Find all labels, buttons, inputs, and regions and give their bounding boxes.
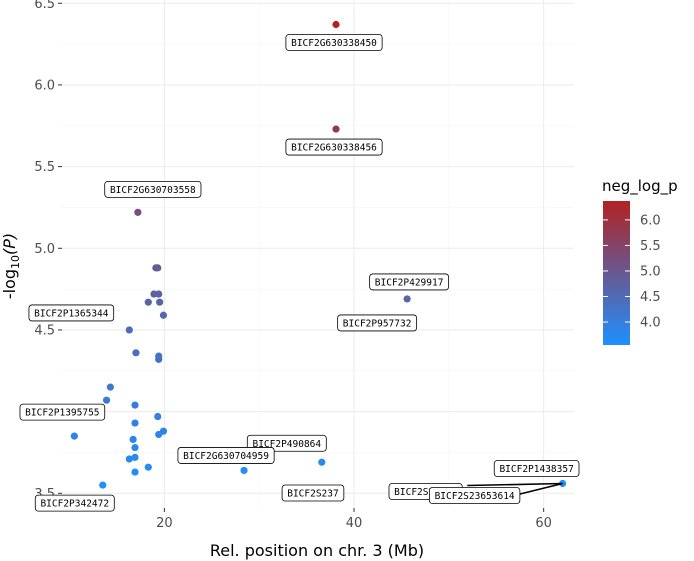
data-point <box>159 311 168 319</box>
label-text: BICF2P1395755 <box>25 408 99 419</box>
data-point <box>155 430 163 439</box>
point-labels: BICF2G630338450 BICF2G630338456 BICF2G6307… <box>19 34 580 512</box>
legend-tick-label: 4.0 <box>640 316 661 331</box>
label-box <box>104 180 202 198</box>
y-tick-label: 6.0 <box>34 78 55 93</box>
y-axis-title: -log10(P) <box>0 233 22 299</box>
y-tick-label: 5.0 <box>34 242 55 257</box>
data-point <box>134 208 142 216</box>
y-axis-title-sub: 10 <box>9 255 22 269</box>
data-point <box>144 298 152 306</box>
data-point <box>144 463 152 471</box>
label-box <box>337 314 418 332</box>
data-point <box>99 481 107 489</box>
data-point <box>125 455 133 463</box>
y-axis-title-suffix: (P) <box>0 233 19 255</box>
x-tick-label: 60 <box>535 516 552 531</box>
x-tick-label: 20 <box>156 516 173 531</box>
data-point <box>131 453 139 461</box>
y-tick-label: 5.5 <box>34 160 55 175</box>
data-point <box>318 458 326 466</box>
legend-title: neg_log_p <box>602 177 678 196</box>
label-text: BICF2P429917 <box>375 277 444 288</box>
label-box <box>369 273 450 291</box>
point-label: BICF2P1395755 <box>19 403 106 421</box>
y-tick-label: 6.5 <box>34 0 55 12</box>
data-point <box>70 432 78 440</box>
label-text: BICF2P1438357 <box>499 464 573 475</box>
x-axis-title: Rel. position on chr. 3 (Mb) <box>210 541 424 560</box>
label-text: BICF2P1365344 <box>34 308 109 319</box>
label-box <box>428 487 521 504</box>
data-point <box>240 466 248 475</box>
label-text: BICF2G630704959 <box>183 451 269 462</box>
label-box <box>281 484 345 502</box>
label-text: BICF2S23653614 <box>435 491 515 502</box>
label-text: BICF2G630338450 <box>291 38 377 49</box>
x-axis: 20 40 60 <box>156 508 552 531</box>
label-box <box>285 34 383 51</box>
data-point <box>155 355 163 363</box>
point-label: BICF2P1365344 <box>28 304 115 322</box>
data-point <box>131 443 139 452</box>
legend-tick-label: 5.0 <box>640 264 661 279</box>
point-label: BICF2S237 <box>281 484 345 502</box>
label-box <box>285 138 383 156</box>
legend-tick-label: 4.5 <box>640 290 661 305</box>
label-text: BICF2P342472 <box>40 499 109 510</box>
point-label: BICF2G630338450 <box>285 34 383 51</box>
label-box <box>19 403 106 421</box>
label-connector <box>467 482 563 487</box>
data-point <box>154 412 162 421</box>
label-text: BICF2G630338456 <box>291 143 377 154</box>
data-point <box>106 383 114 391</box>
color-legend: neg_log_p 4.0 4.5 5.0 5.5 6.0 <box>602 177 678 345</box>
legend-tick-label: 6.0 <box>640 213 661 228</box>
y-tick-label: 4.5 <box>34 323 55 338</box>
data-point <box>131 468 139 476</box>
label-box <box>28 304 115 322</box>
label-text: BICF2S23154 <box>394 487 457 498</box>
label-text: BICF2G630703558 <box>110 185 196 196</box>
data-point <box>132 349 140 357</box>
label-box <box>34 494 115 512</box>
data-point <box>102 396 111 404</box>
point-label: BICF2P342472 <box>34 494 115 512</box>
point-label: BICF2G630704959 <box>177 447 275 464</box>
label-box <box>493 460 580 477</box>
legend-colorbar <box>603 201 630 345</box>
data-point <box>332 20 340 29</box>
data-point <box>156 298 164 306</box>
label-text: BICF2S237 <box>287 489 338 500</box>
data-point <box>131 401 139 409</box>
label-box <box>177 447 275 464</box>
data-point <box>129 435 137 443</box>
legend-tick-label: 5.5 <box>640 239 661 254</box>
point-label: BICF2G630703558 <box>104 180 202 198</box>
data-point <box>403 295 411 303</box>
label-text: BICF2P490864 <box>252 439 321 450</box>
data-point <box>332 125 340 133</box>
label-text: BICF2P957732 <box>343 318 412 329</box>
data-point <box>131 419 139 427</box>
point-label: BICF2S23653614 <box>428 482 563 504</box>
data-point <box>155 290 163 298</box>
point-label: BICF2P429917 <box>369 273 450 291</box>
legend-ticks: 4.0 4.5 5.0 5.5 6.0 <box>603 213 661 331</box>
y-axis-title-prefix: -log <box>0 269 19 299</box>
point-label: BICF2G630338456 <box>285 138 383 156</box>
data-point <box>154 264 162 272</box>
x-tick-label: 40 <box>346 516 363 531</box>
point-label: BICF2P957732 <box>337 314 418 332</box>
point-label: BICF2P1438357 <box>493 460 580 477</box>
data-point <box>125 326 133 334</box>
